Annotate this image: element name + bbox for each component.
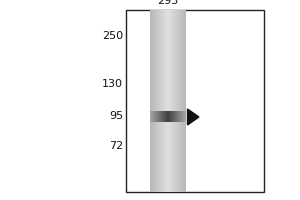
Text: 72: 72: [109, 141, 123, 151]
Bar: [126, 10, 264, 192]
Text: 95: 95: [109, 111, 123, 121]
Polygon shape: [188, 109, 199, 125]
Text: 293: 293: [158, 0, 178, 6]
Text: 130: 130: [102, 79, 123, 89]
Text: 250: 250: [102, 31, 123, 41]
